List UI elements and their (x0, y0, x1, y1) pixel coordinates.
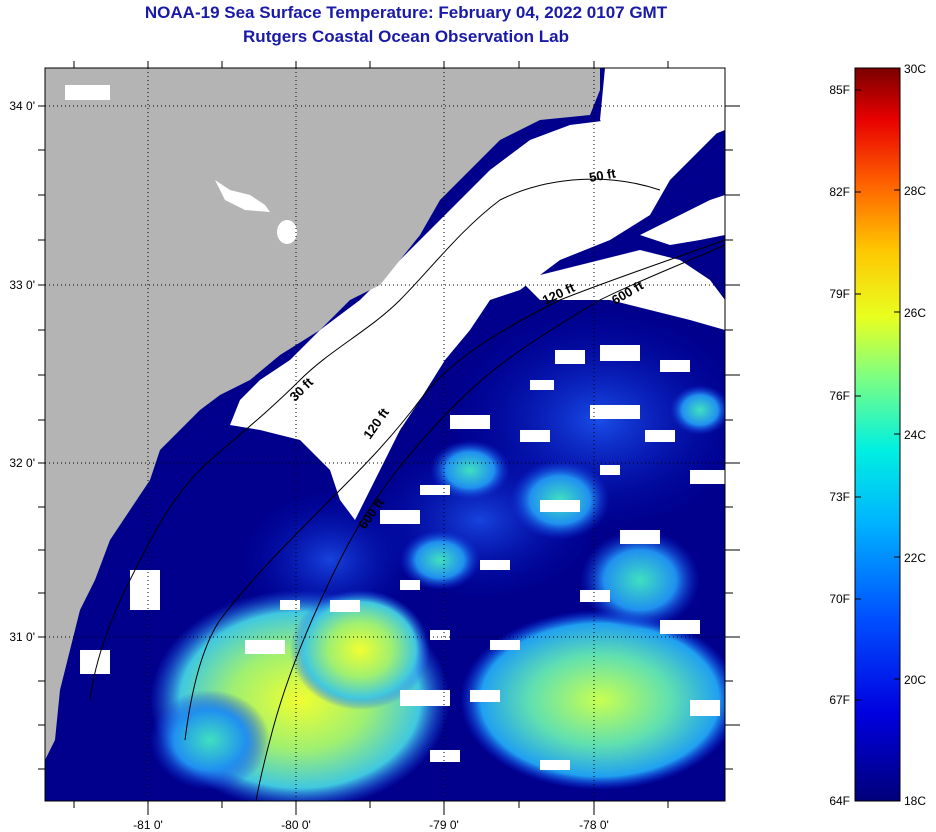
colorbar-label-f: 70F (829, 592, 850, 606)
contour-50ft (89, 178, 661, 701)
colorbar-label-f: 67F (829, 693, 850, 707)
colorbar-label-f: 64F (829, 794, 850, 808)
warm-water-patch (460, 610, 725, 790)
map-frame (44, 67, 726, 802)
chart-subtitle: Rutgers Coastal Ocean Observation Lab (243, 27, 569, 46)
lat-label: 31 0' (9, 630, 35, 644)
lat-label: 32 0' (9, 456, 35, 470)
graticule (45, 68, 725, 801)
colorbar-label-f: 85F (829, 83, 850, 97)
colorbar-label-f: 73F (829, 490, 850, 504)
lat-label: 33 0' (9, 278, 35, 292)
colorbar (854, 67, 901, 802)
colorbar-label-f: 76F (829, 389, 850, 403)
cloud-mask (230, 110, 725, 520)
chart-title: NOAA-19 Sea Surface Temperature: Februar… (144, 3, 668, 22)
land-area (45, 68, 600, 760)
colorbar-label-f: 82F (829, 185, 850, 199)
lon-label: -81 0' (133, 818, 163, 832)
colorbar-label-c: 30C (904, 62, 926, 76)
colorbar-ticks (855, 67, 900, 701)
lon-label: -79 0' (429, 818, 459, 832)
contour-600ft (255, 244, 726, 802)
lat-label: 34 0' (9, 99, 35, 113)
map-area (45, 68, 725, 801)
colorbar-label-c: 26C (904, 306, 926, 320)
colorbar-label-c: 18C (904, 794, 926, 808)
lon-label: -80 0' (281, 818, 311, 832)
colorbar-label-f: 79F (829, 287, 850, 301)
contour-label: 50 ft (588, 165, 618, 185)
colorbar-label-c: 20C (904, 673, 926, 687)
colorbar-label-c: 22C (904, 551, 926, 565)
colorbar-label-c: 28C (904, 184, 926, 198)
depth-contours (89, 178, 726, 802)
contour-120ft (184, 239, 726, 741)
axis-ticks (38, 61, 740, 815)
colorbar-label-c: 24C (904, 428, 926, 442)
lon-label: -78 0' (579, 818, 609, 832)
